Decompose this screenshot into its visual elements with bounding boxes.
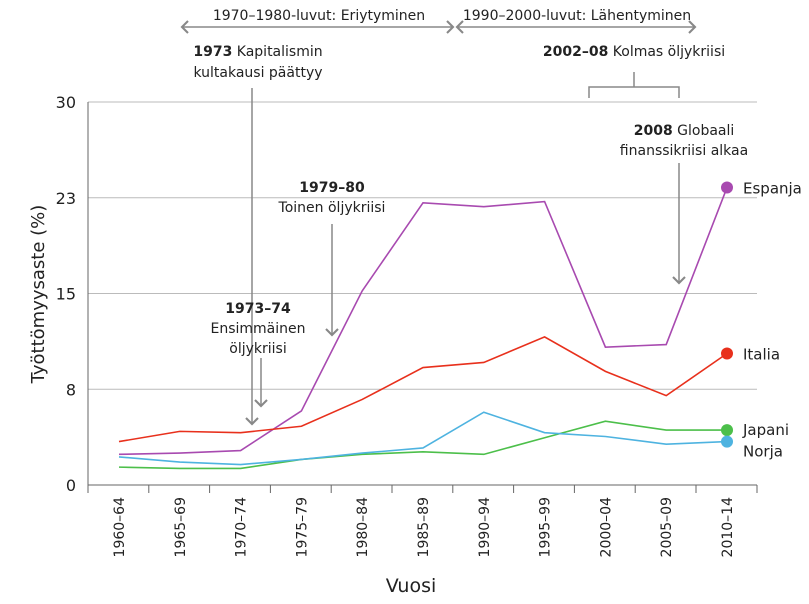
series-end-marker [721, 181, 733, 194]
y-tick-label: 30 [56, 93, 76, 112]
period-label: 1990–2000-luvut: Lähentyminen [463, 8, 691, 24]
x-tick-label: 1990–94 [477, 497, 493, 558]
annotation-label: öljykriisi [229, 341, 286, 357]
y-axis-label: Työttömyysaste (%) [28, 205, 49, 385]
x-tick-label: 1980–84 [355, 497, 371, 558]
annotation-label: Ensimmäinen [210, 321, 305, 337]
annotation-label: finanssikriisi alkaa [620, 143, 748, 159]
x-tick-label: 1965–69 [173, 497, 189, 557]
annotation-label: kultakausi päättyy [193, 65, 322, 81]
x-tick-label: 2005–09 [659, 497, 675, 557]
series-end-marker [721, 435, 733, 448]
legend-label: Norja [743, 443, 783, 461]
y-tick-label: 23 [56, 189, 76, 208]
x-tick-label: 1975–79 [294, 497, 310, 557]
x-tick-label: 2000–04 [598, 497, 614, 558]
x-tick-label: 1960–64 [112, 497, 128, 558]
legend-label: Italia [743, 346, 780, 364]
annotation-label: 1973 Kapitalismin [193, 44, 322, 60]
x-tick-label: 1985–89 [416, 497, 432, 557]
period-label: 1970–1980-luvut: Eriytyminen [213, 8, 425, 24]
x-tick-label: 1995–99 [538, 497, 554, 557]
annotation-label: Toinen öljykriisi [278, 200, 386, 216]
annotation-label: 1979–80 [299, 180, 365, 196]
x-axis-label: Vuosi [386, 575, 437, 597]
y-tick-label: 15 [56, 285, 76, 304]
series-end-marker [721, 347, 733, 360]
series-line-italia [118, 336, 728, 443]
x-tick-label: 1970–74 [234, 497, 250, 558]
y-tick-label: 8 [66, 380, 76, 399]
series-line-japani [118, 420, 727, 470]
annotation-label: 2002–08 Kolmas öljykriisi [543, 44, 725, 60]
x-tick-label: 2010–14 [720, 497, 736, 558]
annotation-label: 2008 Globaali [634, 123, 735, 139]
series-line-norja [118, 411, 728, 466]
series-line-espanja [118, 187, 728, 456]
y-tick-label: 0 [66, 476, 76, 495]
series-end-marker [721, 424, 733, 437]
bracket [588, 86, 680, 98]
legend-label: Japani [742, 421, 789, 439]
annotation-label: 1973–74 [225, 301, 291, 317]
legend-label: Espanja [743, 180, 802, 198]
